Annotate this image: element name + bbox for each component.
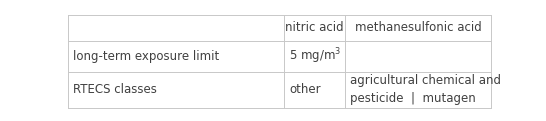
Text: RTECS classes: RTECS classes — [73, 83, 157, 96]
Text: long-term exposure limit: long-term exposure limit — [73, 50, 219, 63]
Text: nitric acid: nitric acid — [286, 21, 344, 34]
Text: other: other — [289, 83, 321, 96]
Text: 5 mg/m$^3$: 5 mg/m$^3$ — [289, 47, 341, 66]
Text: methanesulfonic acid: methanesulfonic acid — [355, 21, 482, 34]
Text: agricultural chemical and
pesticide  |  mutagen: agricultural chemical and pesticide | mu… — [351, 75, 501, 106]
